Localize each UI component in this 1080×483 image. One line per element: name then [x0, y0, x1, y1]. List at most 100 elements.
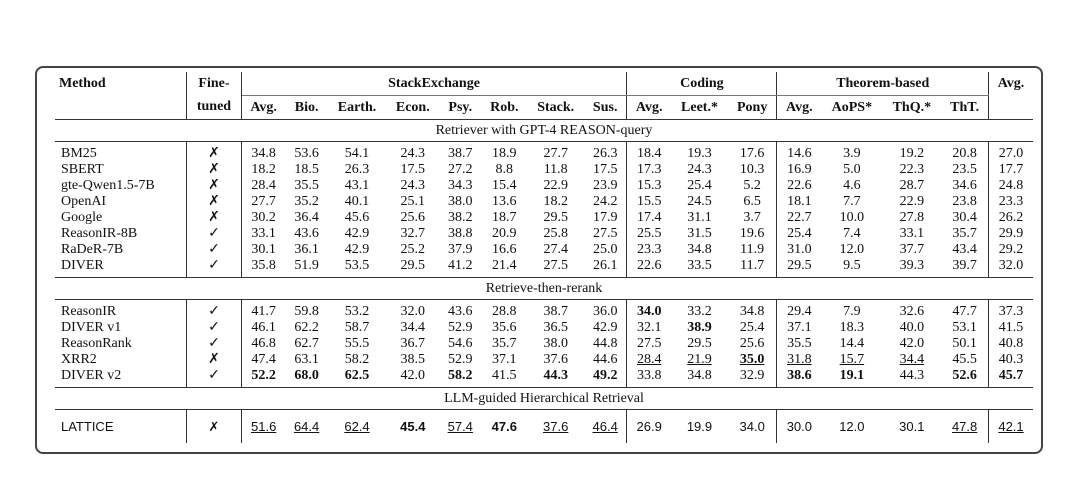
score-cell: 25.6: [727, 336, 778, 352]
score-cell: 24.3: [400, 146, 426, 161]
score-cell: 27.5: [584, 226, 628, 242]
column-header: Avg.: [776, 95, 822, 120]
score-cell: 28.7: [899, 178, 925, 193]
score-cell: 10.0: [839, 210, 865, 225]
score-cell: 53.1: [941, 320, 990, 336]
finetuned-mark: ✓: [186, 258, 242, 278]
score-cell: 25.5: [636, 226, 662, 241]
score-cell: 16.9: [787, 162, 812, 177]
score-cell: 38.5: [400, 352, 426, 367]
score-cell: 55.5: [344, 336, 370, 351]
score-cell: 31.1: [687, 210, 712, 225]
score-cell: 11.9: [727, 242, 778, 258]
score-cell: 40.3: [998, 352, 1024, 367]
score-cell: 18.7: [492, 210, 517, 225]
score-cell: 37.1: [787, 320, 812, 335]
finetuned-mark: ✗: [186, 210, 242, 226]
score-cell: 47.8: [941, 409, 990, 443]
score-cell: 11.8: [543, 162, 568, 177]
score-cell: 17.5: [584, 162, 628, 178]
score-cell: 3.9: [843, 146, 861, 161]
score-cell: 35.2: [294, 194, 319, 209]
score-cell: 47.4: [251, 352, 276, 367]
score-cell: 40.8: [998, 336, 1024, 351]
column-header: Sus.: [584, 95, 628, 120]
score-cell: 22.9: [899, 194, 925, 209]
score-cell: 7.9: [843, 304, 861, 319]
score-cell: 26.1: [584, 258, 628, 278]
section-row: LLM-guided Hierarchical Retrieval: [55, 387, 1033, 410]
score-cell: 52.9: [448, 320, 473, 335]
column-header: Pony: [727, 95, 778, 120]
finetuned-mark: ✗: [186, 194, 242, 210]
score-cell: 42.1: [998, 419, 1024, 434]
score-cell: 42.9: [584, 320, 628, 336]
score-cell: 33.1: [899, 226, 925, 241]
score-cell: 15.5: [636, 194, 662, 209]
score-cell: 18.5: [294, 162, 319, 177]
score-cell: 34.6: [941, 178, 990, 194]
score-cell: 24.8: [998, 178, 1024, 193]
method-name: XRR2: [55, 352, 188, 368]
score-cell: 40.0: [899, 320, 925, 335]
score-cell: 27.5: [636, 336, 662, 351]
score-cell: 19.3: [687, 146, 712, 161]
score-cell: 41.5: [492, 368, 517, 383]
score-cell: 22.7: [787, 210, 812, 225]
score-cell: 19.6: [727, 226, 778, 242]
table-row: XRR2 ✗ 47.4 63.1 58.2 38.5 52.9 37.1 37.6 44.6 28.…: [55, 352, 1033, 368]
score-cell: 53.5: [344, 258, 370, 273]
method-name: ReasonIR-8B: [55, 226, 188, 242]
column-header: Rob.: [481, 95, 528, 120]
score-cell: 23.5: [941, 162, 990, 178]
score-cell: 17.4: [636, 210, 662, 225]
score-cell: 35.7: [492, 336, 517, 351]
score-cell: 38.0: [448, 194, 473, 209]
score-cell: 25.4: [787, 226, 812, 241]
column-header: Earth.: [327, 95, 387, 120]
score-cell: 58.2: [448, 368, 473, 383]
column-header: Leet.*: [671, 95, 728, 120]
score-cell: 3.7: [727, 210, 778, 226]
score-cell: 6.5: [727, 194, 778, 210]
score-cell: 12.0: [839, 242, 865, 257]
method-name: ReasonIR: [55, 299, 188, 320]
score-cell: 44.8: [584, 336, 628, 352]
score-cell: 25.6: [400, 210, 426, 225]
finetuned-mark: ✓: [186, 226, 242, 242]
score-cell: 40.1: [344, 194, 370, 209]
score-cell: 35.7: [941, 226, 990, 242]
score-cell: 17.9: [584, 210, 628, 226]
score-cell: 53.6: [294, 146, 319, 161]
score-cell: 29.5: [543, 210, 568, 225]
score-cell: 34.0: [636, 304, 662, 319]
score-cell: 31.5: [687, 226, 712, 241]
score-cell: 46.8: [251, 336, 276, 351]
score-cell: 34.0: [727, 409, 778, 443]
score-cell: 23.9: [584, 178, 628, 194]
score-cell: 25.4: [727, 320, 778, 336]
table-row: OpenAI ✗ 27.7 35.2 40.1 25.1 38.0 13.6 18.2 24.2 1…: [55, 194, 1033, 210]
score-cell: 33.5: [687, 258, 712, 273]
table-row: ReasonIR ✓ 41.7 59.8 53.2 32.0 43.6 28.8 38.7 36.…: [55, 299, 1033, 320]
score-cell: 12.0: [839, 419, 865, 434]
score-cell: 44.3: [899, 368, 925, 383]
table-row: ReasonRank ✓ 46.8 62.7 55.5 36.7 54.6 35.7 38.0 4…: [55, 336, 1033, 352]
score-cell: 28.8: [492, 304, 517, 319]
score-cell: 20.9: [492, 226, 517, 241]
score-cell: 31.0: [787, 242, 812, 257]
finetuned-mark: ✗: [186, 141, 242, 162]
score-cell: 41.2: [448, 258, 473, 273]
score-cell: 17.5: [400, 162, 426, 177]
column-header: Bio.: [285, 95, 328, 120]
score-cell: 62.4: [344, 419, 370, 434]
score-cell: 5.2: [727, 178, 778, 194]
score-cell: 45.4: [400, 419, 426, 434]
score-cell: 27.5: [543, 258, 568, 273]
score-cell: 36.1: [294, 242, 319, 257]
score-cell: 19.9: [686, 419, 713, 434]
score-cell: 39.7: [941, 258, 990, 278]
score-cell: 13.6: [492, 194, 517, 209]
score-cell: 34.8: [251, 146, 276, 161]
